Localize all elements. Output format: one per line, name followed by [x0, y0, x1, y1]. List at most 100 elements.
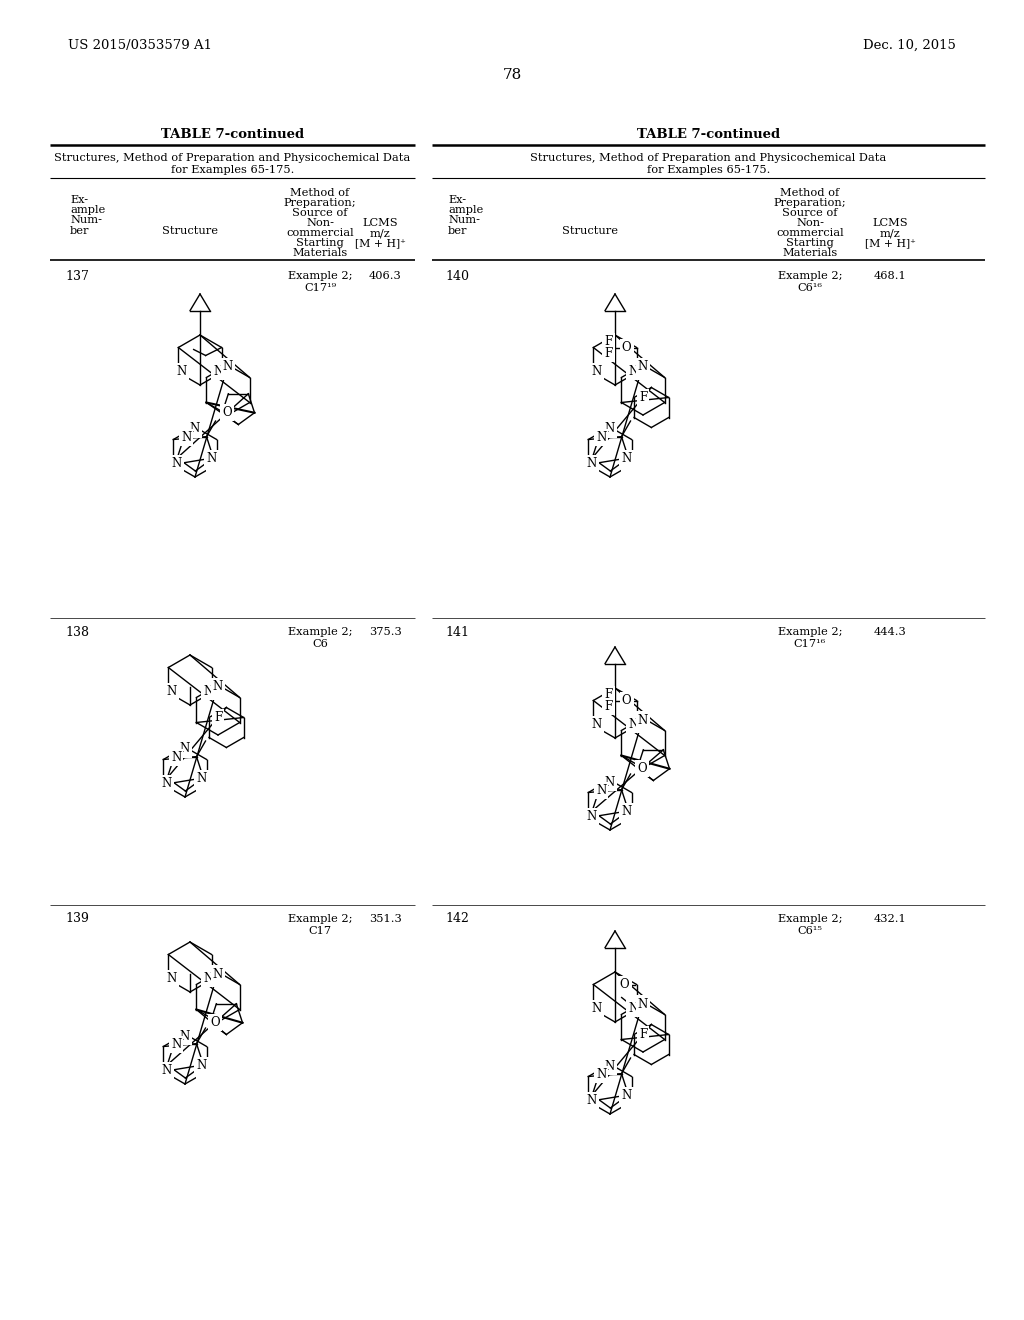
Text: N: N: [189, 422, 200, 436]
Text: Example 2;: Example 2;: [778, 271, 843, 281]
Text: Starting: Starting: [296, 238, 344, 248]
Text: Materials: Materials: [782, 248, 838, 257]
Text: 142: 142: [445, 912, 469, 925]
Text: commercial: commercial: [776, 228, 844, 238]
Text: N: N: [638, 998, 648, 1011]
Text: N: N: [197, 772, 207, 785]
Text: N: N: [591, 366, 601, 378]
Text: Preparation;: Preparation;: [284, 198, 356, 209]
Text: N: N: [622, 1089, 632, 1102]
Text: LCMS: LCMS: [872, 218, 908, 228]
Text: Method of: Method of: [291, 187, 349, 198]
Text: N: N: [622, 805, 632, 818]
Text: C17: C17: [308, 927, 332, 936]
Text: N: N: [596, 784, 606, 797]
Text: N: N: [223, 360, 233, 374]
Text: for Examples 65-175.: for Examples 65-175.: [647, 165, 770, 176]
Text: N: N: [605, 422, 615, 436]
Text: N: N: [199, 1064, 209, 1077]
Text: N: N: [171, 751, 181, 764]
Text: [M + H]⁺: [M + H]⁺: [864, 238, 915, 248]
Text: Method of: Method of: [780, 187, 840, 198]
Text: 406.3: 406.3: [369, 271, 401, 281]
Text: O: O: [222, 407, 232, 420]
Text: N: N: [213, 681, 223, 693]
Text: commercial: commercial: [286, 228, 354, 238]
Text: N: N: [206, 453, 216, 466]
Text: 444.3: 444.3: [873, 627, 906, 638]
Text: F: F: [639, 391, 647, 404]
Text: N: N: [629, 718, 639, 731]
Text: F: F: [604, 335, 612, 348]
Text: N: N: [622, 453, 632, 466]
Text: m/z: m/z: [370, 228, 390, 238]
Text: N: N: [199, 777, 209, 789]
Text: N: N: [166, 972, 176, 985]
Text: N: N: [209, 457, 219, 470]
Text: O: O: [620, 978, 630, 991]
Text: N: N: [586, 457, 596, 470]
Text: ample: ample: [70, 205, 105, 215]
Text: 78: 78: [503, 69, 521, 82]
Text: N: N: [204, 972, 214, 985]
Text: US 2015/0353579 A1: US 2015/0353579 A1: [68, 38, 212, 51]
Text: N: N: [180, 742, 190, 755]
Text: Num-: Num-: [70, 215, 102, 224]
Text: C17¹⁹: C17¹⁹: [304, 282, 336, 293]
Text: O: O: [637, 762, 647, 775]
Text: Dec. 10, 2015: Dec. 10, 2015: [863, 38, 956, 51]
Text: N: N: [629, 1002, 639, 1015]
Text: Example 2;: Example 2;: [778, 913, 843, 924]
Text: Structures, Method of Preparation and Physicochemical Data: Structures, Method of Preparation and Ph…: [530, 153, 887, 162]
Text: ber: ber: [449, 226, 468, 236]
Text: Starting: Starting: [786, 238, 834, 248]
Text: Non-: Non-: [796, 218, 824, 228]
Text: F: F: [604, 347, 612, 360]
Text: Example 2;: Example 2;: [778, 627, 843, 638]
Text: N: N: [204, 685, 214, 698]
Text: N: N: [629, 1002, 639, 1015]
Text: Example 2;: Example 2;: [288, 913, 352, 924]
Text: N: N: [605, 776, 615, 788]
Text: O: O: [622, 694, 632, 708]
Text: Source of: Source of: [292, 209, 348, 218]
Text: N: N: [624, 1094, 634, 1107]
Text: N: N: [176, 366, 186, 378]
Text: C6¹⁵: C6¹⁵: [798, 927, 822, 936]
Text: TABLE 7-continued: TABLE 7-continued: [161, 128, 304, 141]
Text: TABLE 7-continued: TABLE 7-continued: [637, 128, 780, 141]
Text: 468.1: 468.1: [873, 271, 906, 281]
Text: C6: C6: [312, 639, 328, 649]
Text: Structure: Structure: [162, 226, 218, 236]
Text: Preparation;: Preparation;: [774, 198, 846, 209]
Text: N: N: [586, 1094, 596, 1107]
Text: Num-: Num-: [449, 215, 480, 224]
Text: Materials: Materials: [293, 248, 347, 257]
Text: N: N: [586, 810, 596, 822]
Text: N: N: [166, 685, 176, 698]
Text: N: N: [181, 432, 191, 444]
Text: F: F: [639, 1028, 647, 1041]
Text: N: N: [180, 1030, 190, 1043]
Text: Non-: Non-: [306, 218, 334, 228]
Text: 140: 140: [445, 269, 469, 282]
Text: 139: 139: [65, 912, 89, 925]
Text: F: F: [604, 700, 612, 713]
Text: C6¹⁶: C6¹⁶: [798, 282, 822, 293]
Text: ber: ber: [70, 226, 89, 236]
Text: F: F: [604, 688, 612, 701]
Text: N: N: [596, 432, 606, 444]
Text: O: O: [210, 1016, 220, 1030]
Text: 137: 137: [65, 269, 89, 282]
Text: N: N: [624, 457, 634, 470]
Text: N: N: [624, 810, 634, 822]
Text: 138: 138: [65, 626, 89, 639]
Text: Source of: Source of: [782, 209, 838, 218]
Text: Example 2;: Example 2;: [288, 271, 352, 281]
Text: [M + H]⁺: [M + H]⁺: [354, 238, 406, 248]
Text: O: O: [622, 341, 632, 354]
Text: LCMS: LCMS: [362, 218, 397, 228]
Text: N: N: [638, 360, 648, 374]
Text: ample: ample: [449, 205, 483, 215]
Text: N: N: [213, 968, 223, 981]
